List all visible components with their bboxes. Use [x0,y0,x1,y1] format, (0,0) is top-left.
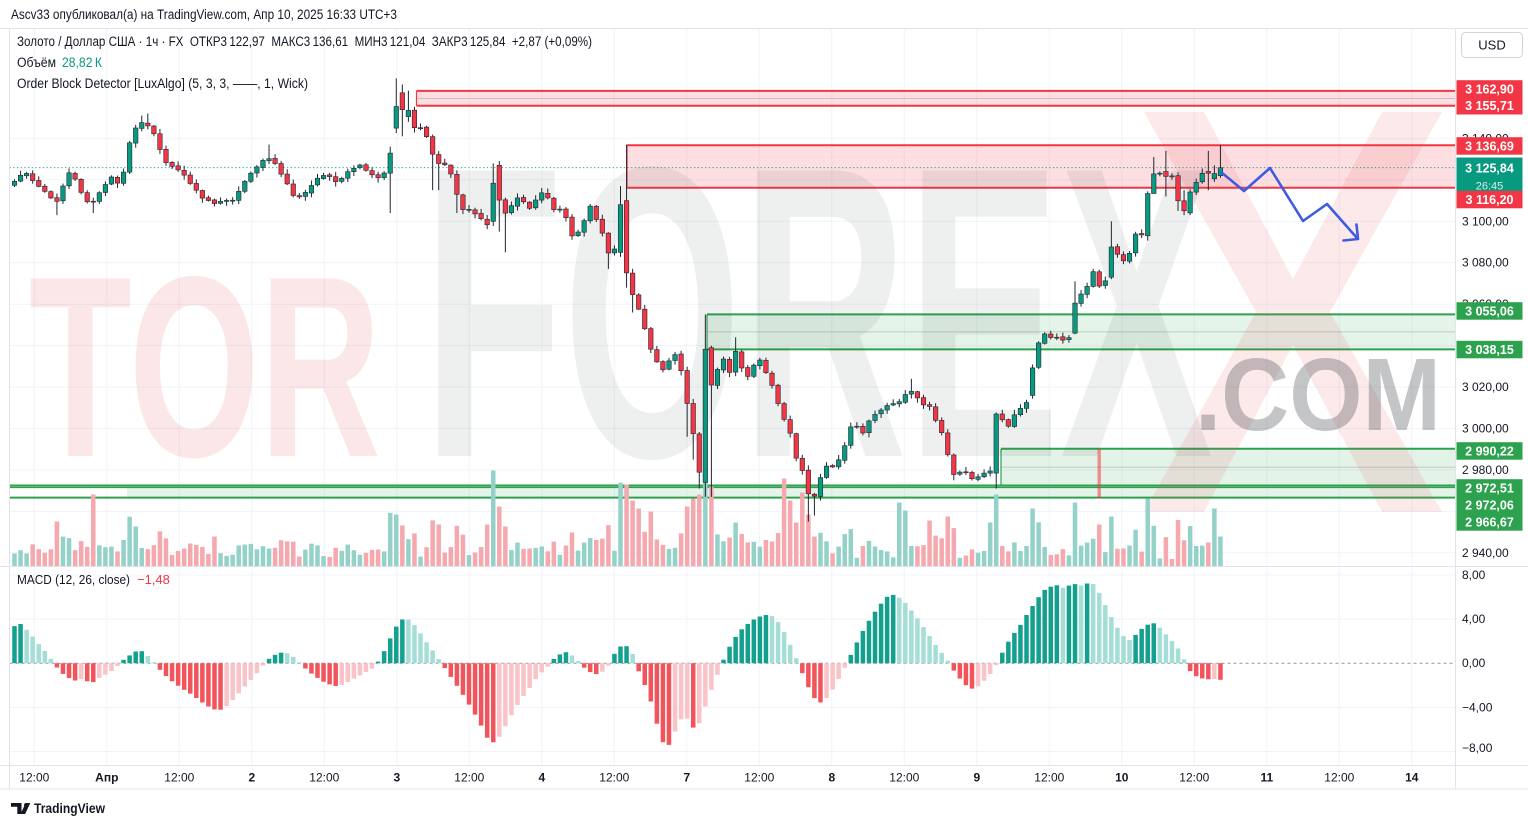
svg-text:Объём: Объём [17,55,56,70]
svg-text:10: 10 [1115,771,1129,785]
svg-text:26:45: 26:45 [1476,181,1504,193]
svg-text:2 980,00: 2 980,00 [1462,463,1509,477]
svg-text:TOR: TOR [29,222,381,511]
svg-text:0,00: 0,00 [1462,656,1486,670]
svg-text:12:00: 12:00 [454,771,484,785]
svg-text:4: 4 [538,771,545,785]
svg-text:.COM: .COM [1195,337,1441,452]
svg-text:11: 11 [1260,771,1273,785]
svg-text:3 055,06: 3 055,06 [1465,304,1514,318]
svg-text:2 966,67: 2 966,67 [1465,515,1514,529]
svg-text:3 080,00: 3 080,00 [1462,256,1509,270]
svg-text:2: 2 [248,771,255,785]
svg-text:MACD (12, 26, close): MACD (12, 26, close) [17,572,130,587]
svg-text:4,00: 4,00 [1462,612,1486,626]
svg-text:14: 14 [1405,771,1419,785]
svg-text:Ascv33 опубликовал(а) на Tradi: Ascv33 опубликовал(а) на TradingView.com… [11,7,397,22]
svg-text:3 125,84: 3 125,84 [1465,162,1514,176]
svg-text:8,00: 8,00 [1462,568,1486,582]
svg-text:3 038,15: 3 038,15 [1465,343,1514,357]
svg-text:2 940,00: 2 940,00 [1462,546,1509,560]
svg-text:−4,00: −4,00 [1462,700,1493,714]
svg-text:12:00: 12:00 [1179,771,1209,785]
svg-text:−8,00: −8,00 [1462,741,1493,755]
svg-text:Золото / Доллар США · 1ч · FX: Золото / Доллар США · 1ч · FX ОТКР3 122,… [17,34,592,49]
svg-text:Апр: Апр [95,771,118,785]
svg-text:12:00: 12:00 [164,771,194,785]
svg-text:Order Block Detector [LuxAlgo]: Order Block Detector [LuxAlgo] (5, 3, 3,… [17,76,308,91]
svg-text:3 020,00: 3 020,00 [1462,380,1509,394]
svg-text:2 972,06: 2 972,06 [1465,498,1514,512]
svg-text:3 162,90: 3 162,90 [1465,82,1514,96]
svg-text:12:00: 12:00 [309,771,339,785]
svg-text:FOREX: FOREX [423,80,1214,544]
svg-text:3 155,71: 3 155,71 [1465,99,1514,113]
svg-text:3 136,69: 3 136,69 [1465,139,1514,153]
svg-text:3 116,20: 3 116,20 [1466,193,1514,207]
svg-text:12:00: 12:00 [1034,771,1064,785]
svg-text:12:00: 12:00 [1324,771,1354,785]
svg-text:TradingView: TradingView [34,801,105,816]
svg-text:−1,48: −1,48 [137,572,170,587]
svg-text:12:00: 12:00 [599,771,629,785]
svg-text:3 000,00: 3 000,00 [1462,422,1509,436]
svg-text:7: 7 [683,771,690,785]
svg-text:2 990,22: 2 990,22 [1465,444,1514,458]
svg-text:3 100,00: 3 100,00 [1462,214,1509,228]
svg-text:8: 8 [828,771,835,785]
svg-text:2 972,51: 2 972,51 [1465,481,1514,495]
svg-text:12:00: 12:00 [744,771,774,785]
svg-text:9: 9 [973,771,980,785]
svg-text:12:00: 12:00 [889,771,919,785]
svg-text:28,82 К: 28,82 К [62,55,102,70]
svg-text:12:00: 12:00 [19,771,49,785]
svg-text:USD: USD [1478,38,1505,53]
svg-text:3: 3 [393,771,400,785]
